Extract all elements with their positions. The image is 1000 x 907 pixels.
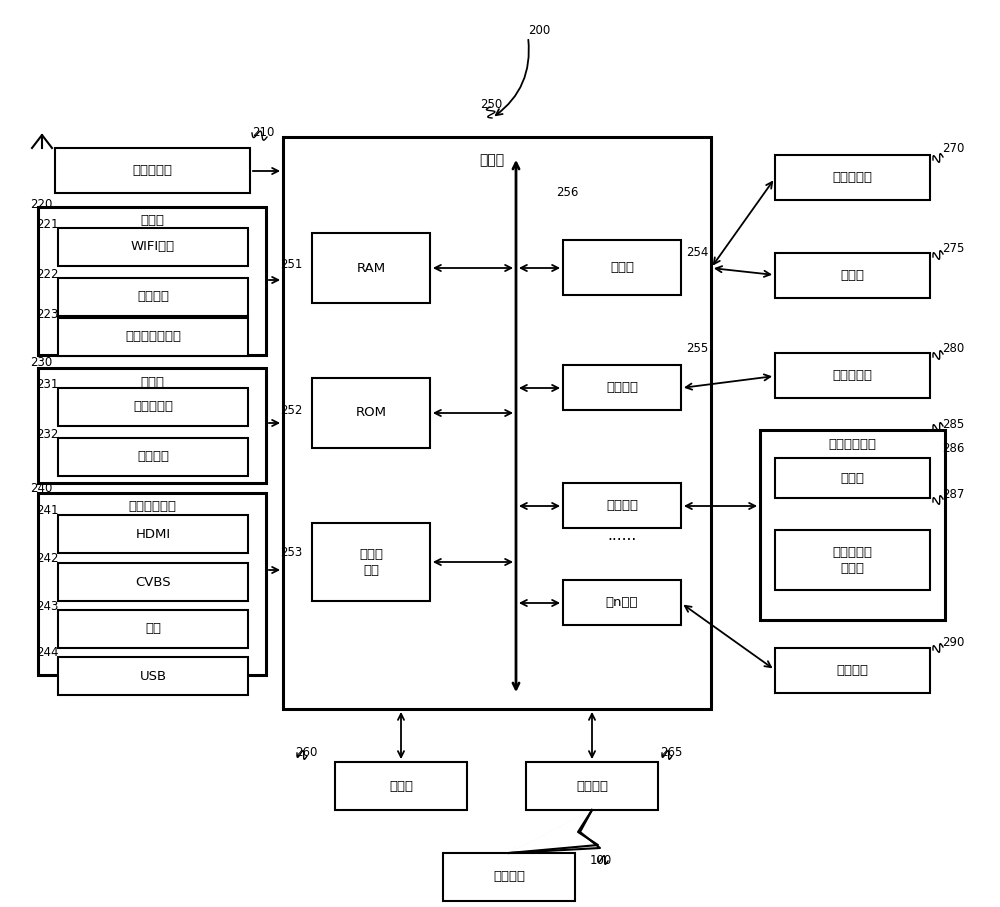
Text: 检测器: 检测器 (140, 375, 164, 388)
Bar (775, 253, 930, 298)
Text: 显示器: 显示器 (840, 269, 864, 282)
Bar (283, 137, 711, 709)
Bar (55, 148, 250, 193)
Text: 253: 253 (280, 547, 302, 560)
Bar (312, 233, 430, 303)
Text: 287: 287 (942, 489, 964, 502)
Bar (526, 762, 658, 810)
Text: 处理器: 处理器 (610, 261, 634, 274)
Text: ROM: ROM (356, 406, 386, 420)
Bar (58, 318, 248, 356)
Text: 分量: 分量 (145, 622, 161, 636)
Text: 254: 254 (686, 246, 708, 258)
Text: 210: 210 (252, 126, 274, 140)
Bar (58, 610, 248, 648)
Text: 理器: 理器 (363, 563, 379, 577)
Text: ......: ...... (607, 528, 637, 542)
Text: RAM: RAM (356, 261, 386, 275)
Text: USB: USB (139, 669, 167, 682)
Text: 蓝牙模块: 蓝牙模块 (137, 290, 169, 304)
Bar (775, 458, 930, 498)
Text: HDMI: HDMI (135, 528, 171, 541)
Text: 290: 290 (942, 636, 964, 649)
Text: 200: 200 (528, 24, 550, 36)
Text: 285: 285 (942, 417, 964, 431)
Text: 252: 252 (280, 404, 302, 416)
Text: 音频处理器: 音频处理器 (832, 369, 872, 382)
Bar (443, 853, 575, 901)
Text: 265: 265 (660, 746, 682, 758)
Text: 图像采集器: 图像采集器 (133, 401, 173, 414)
Bar (38, 207, 266, 355)
Text: 光接收器: 光接收器 (137, 451, 169, 463)
Bar (58, 228, 248, 266)
Text: 231: 231 (36, 377, 58, 391)
Text: 255: 255 (686, 343, 708, 356)
Bar (58, 438, 248, 476)
Text: 230: 230 (30, 356, 52, 369)
Bar (335, 762, 467, 810)
Text: CVBS: CVBS (135, 576, 171, 589)
Text: 244: 244 (36, 647, 58, 659)
Text: 242: 242 (36, 552, 58, 565)
Text: 222: 222 (36, 268, 58, 280)
Bar (563, 365, 681, 410)
Text: 100: 100 (590, 853, 612, 866)
Bar (58, 515, 248, 553)
Bar (563, 580, 681, 625)
Text: 通信器: 通信器 (140, 214, 164, 228)
Bar (58, 388, 248, 426)
Text: 音频输出接口: 音频输出接口 (828, 437, 876, 451)
Text: 用户接口: 用户接口 (576, 779, 608, 793)
Bar (563, 240, 681, 295)
Bar (38, 368, 266, 483)
Text: 调谐解调器: 调谐解调器 (132, 164, 173, 177)
Text: 第一接口: 第一接口 (606, 381, 638, 394)
Bar (58, 657, 248, 695)
Bar (775, 155, 930, 200)
Text: 256: 256 (556, 187, 578, 200)
Bar (563, 483, 681, 528)
Bar (775, 648, 930, 693)
Bar (775, 353, 930, 398)
Bar (312, 378, 430, 448)
Text: 扬声器: 扬声器 (840, 472, 864, 484)
Text: 251: 251 (280, 258, 302, 271)
Text: 图形处: 图形处 (359, 548, 383, 561)
Bar (58, 278, 248, 316)
Text: 控制装置: 控制装置 (493, 871, 525, 883)
Text: 出端子: 出端子 (840, 561, 864, 574)
Bar (312, 523, 430, 601)
Text: 外部装置接口: 外部装置接口 (128, 501, 176, 513)
Text: 240: 240 (30, 482, 52, 494)
Text: 外接音响输: 外接音响输 (832, 545, 872, 559)
Text: 221: 221 (36, 218, 58, 230)
Text: 280: 280 (942, 342, 964, 355)
Text: 275: 275 (942, 241, 964, 255)
Text: 270: 270 (942, 141, 964, 154)
Text: 241: 241 (36, 504, 58, 518)
Text: 存储器: 存储器 (389, 779, 413, 793)
Text: 286: 286 (942, 442, 964, 454)
Text: 第二接口: 第二接口 (606, 499, 638, 512)
Text: 控制器: 控制器 (479, 153, 505, 167)
Text: 220: 220 (30, 198, 52, 210)
Text: 供电电源: 供电电源 (836, 664, 868, 677)
Text: 第n接口: 第n接口 (606, 596, 638, 609)
Text: 243: 243 (36, 600, 58, 612)
Text: 有线以太网模块: 有线以太网模块 (125, 330, 181, 344)
Text: 260: 260 (295, 746, 317, 758)
Text: 223: 223 (36, 307, 58, 320)
Text: 250: 250 (480, 99, 502, 112)
Bar (58, 563, 248, 601)
Text: WIFI模块: WIFI模块 (131, 240, 175, 253)
Bar (38, 493, 266, 675)
Text: 视频处理器: 视频处理器 (832, 171, 872, 184)
Text: 232: 232 (36, 427, 58, 441)
Bar (760, 430, 945, 620)
Bar (775, 530, 930, 590)
